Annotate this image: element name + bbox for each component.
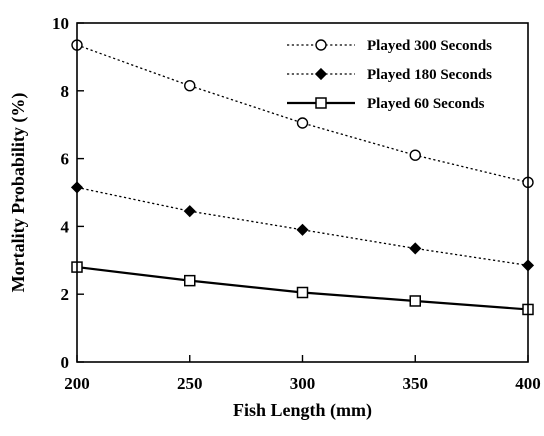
legend-item-3: Played 60 Seconds: [287, 96, 485, 112]
plot-frame: [76, 22, 529, 363]
square-marker: [184, 274, 196, 287]
legend: Played 300 Seconds Played 180 Seconds Play…: [287, 38, 492, 112]
y-tick-label: 4: [61, 217, 70, 236]
circle-marker: [315, 39, 327, 51]
series-3: [71, 261, 534, 316]
series-line: [76, 186, 529, 267]
y-axis-ticks: 0 2 4 6 8 10: [52, 14, 84, 372]
legend-label: Played 180 Seconds: [367, 67, 492, 83]
x-tick-label: 400: [515, 374, 541, 393]
y-axis-label: Mortality Probability (%): [8, 93, 29, 293]
circle-marker: [296, 117, 309, 129]
series-line: [76, 44, 529, 183]
x-axis-ticks: 200 250 300 350 400: [64, 355, 541, 393]
x-tick-label: 250: [177, 374, 203, 393]
square-marker: [296, 286, 309, 299]
legend-label: Played 60 Seconds: [367, 96, 485, 112]
diamond-marker: [314, 67, 328, 81]
x-tick-label: 300: [290, 374, 316, 393]
circle-marker: [184, 80, 196, 92]
y-tick-label: 8: [61, 82, 70, 101]
circle-marker: [409, 149, 421, 161]
x-axis-label: Fish Length (mm): [233, 400, 372, 421]
legend-item-2: Played 180 Seconds: [287, 67, 492, 83]
diamond-marker: [183, 205, 196, 218]
square-marker: [409, 295, 421, 307]
x-tick-label: 200: [64, 374, 90, 393]
series-layer: [70, 39, 535, 316]
series-1: [71, 39, 534, 189]
y-tick-label: 2: [61, 285, 70, 304]
legend-label: Played 300 Seconds: [367, 38, 492, 54]
x-tick-label: 350: [403, 374, 429, 393]
diamond-marker: [296, 223, 309, 236]
y-tick-label: 6: [61, 150, 70, 169]
square-marker: [315, 97, 327, 109]
y-tick-label: 10: [52, 14, 69, 33]
diamond-marker: [409, 242, 422, 255]
y-tick-label: 0: [61, 353, 70, 372]
legend-item-1: Played 300 Seconds: [287, 38, 492, 54]
series-2: [70, 181, 535, 272]
